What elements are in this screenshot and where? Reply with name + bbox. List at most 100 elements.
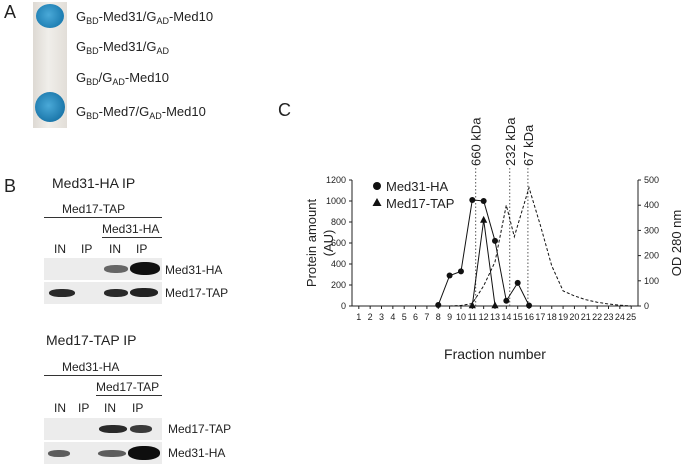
lane-label: IP	[78, 401, 90, 415]
legend-marker	[372, 198, 382, 206]
inner-label-2: Med17-TAP	[96, 380, 160, 394]
blot-band	[130, 425, 152, 433]
blot-label: Med17-TAP	[168, 422, 232, 436]
x-tick-label: 21	[581, 312, 591, 322]
ip-title-1: Med31-HA IP	[52, 175, 136, 191]
x-tick-label: 23	[603, 312, 613, 322]
x-tick-label: 2	[368, 312, 373, 322]
western-blot-med31-ha	[44, 258, 162, 280]
y-left-tick-label: 1200	[326, 175, 346, 185]
blot-band	[104, 289, 128, 297]
lane-label: IN	[54, 242, 66, 256]
blot-label: Med17-TAP	[165, 286, 229, 300]
x-tick-label: 14	[501, 312, 511, 322]
colony-4	[35, 92, 65, 122]
blot-band	[104, 265, 128, 273]
series-line	[437, 199, 530, 306]
genotype-row-3: GBD/GAD-Med10	[76, 70, 169, 87]
x-tick-label: 4	[390, 312, 395, 322]
western-blot-med31-ha	[44, 442, 162, 464]
data-point	[435, 301, 442, 308]
data-point	[526, 302, 533, 309]
lane-label: IP	[81, 242, 93, 256]
x-tick-label: 12	[479, 312, 489, 322]
blot-band	[128, 446, 160, 460]
data-point	[480, 215, 488, 223]
y-right-tick-label: 100	[644, 276, 659, 286]
size-marker-label: 660 kDa	[469, 117, 484, 166]
blot-band	[49, 289, 75, 297]
x-tick-label: 1	[356, 312, 361, 322]
x-tick-label: 18	[547, 312, 557, 322]
y-axis-left-label: (AU)	[321, 230, 336, 257]
x-tick-label: 5	[402, 312, 407, 322]
panel-c-letter: C	[278, 100, 291, 120]
y-right-tick-label: 0	[644, 301, 649, 311]
panel-b-letter: B	[4, 176, 17, 196]
outer-label-1: Med17-TAP	[62, 202, 126, 216]
blot-band	[130, 262, 160, 275]
y-right-tick-label: 200	[644, 251, 659, 261]
x-tick-label: 22	[592, 312, 602, 322]
data-point	[468, 301, 476, 309]
x-tick-label: 6	[413, 312, 418, 322]
y-right-tick-label: 300	[644, 225, 659, 235]
lane-label: IP	[132, 401, 144, 415]
x-tick-label: 17	[535, 312, 545, 322]
inner-bracket-1	[102, 237, 162, 238]
y-left-tick-label: 1000	[326, 196, 346, 206]
y-right-tick-label: 400	[644, 200, 659, 210]
data-point	[491, 301, 499, 309]
ip-title-2: Med17-TAP IP	[46, 332, 137, 348]
blot-label: Med31-HA	[165, 263, 223, 277]
blot-band	[98, 450, 126, 457]
x-tick-label: 19	[558, 312, 568, 322]
x-tick-label: 3	[379, 312, 384, 322]
genotype-row-4: GBD-Med7/GAD-Med10	[76, 104, 206, 121]
inner-bracket-2	[96, 395, 162, 396]
data-point	[457, 268, 464, 275]
y-left-tick-label: 800	[331, 217, 346, 227]
x-tick-label: 8	[436, 312, 441, 322]
x-tick-label: 10	[456, 312, 466, 322]
x-tick-label: 13	[490, 312, 500, 322]
x-tick-label: 9	[447, 312, 452, 322]
blot-band	[48, 450, 70, 457]
data-point	[469, 196, 476, 203]
x-tick-label: 16	[524, 312, 534, 322]
x-tick-label: 25	[626, 312, 636, 322]
western-blot-med17-tap	[44, 282, 162, 304]
data-point	[514, 279, 521, 286]
data-point	[492, 237, 498, 244]
outer-label-2: Med31-HA	[62, 360, 120, 374]
x-tick-label: 7	[424, 312, 429, 322]
legend-label: Med17-TAP	[386, 196, 454, 211]
y-axis-right-label: OD 280 nm	[669, 210, 683, 276]
legend-marker	[373, 182, 381, 190]
y-left-tick-label: 600	[331, 238, 346, 248]
outer-bracket-1	[44, 217, 162, 218]
y-left-tick-label: 0	[341, 301, 346, 311]
x-tick-label: 24	[615, 312, 625, 322]
x-axis-label: Fraction number	[444, 346, 546, 362]
y-left-tick-label: 200	[331, 280, 346, 290]
panel-a-letter: A	[4, 2, 17, 22]
series-line	[449, 185, 632, 307]
y-left-tick-label: 400	[331, 259, 346, 269]
blot-band	[99, 425, 127, 433]
blot-label: Med31-HA	[168, 446, 226, 460]
lane-label: IN	[109, 242, 121, 256]
inner-label-1: Med31-HA	[102, 222, 160, 236]
outer-bracket-2	[44, 375, 162, 376]
colony-1	[36, 4, 64, 28]
x-tick-label: 11	[468, 312, 477, 322]
western-blot-med17-tap	[44, 418, 162, 440]
lane-label: IN	[54, 401, 66, 415]
yeast-strip	[33, 2, 67, 128]
lane-label: IN	[104, 401, 116, 415]
y-axis-left-label: Protein amount	[304, 199, 319, 288]
x-tick-label: 15	[513, 312, 523, 322]
x-tick-label: 20	[569, 312, 579, 322]
genotype-row-1: GBD-Med31/GAD-Med10	[76, 9, 214, 26]
